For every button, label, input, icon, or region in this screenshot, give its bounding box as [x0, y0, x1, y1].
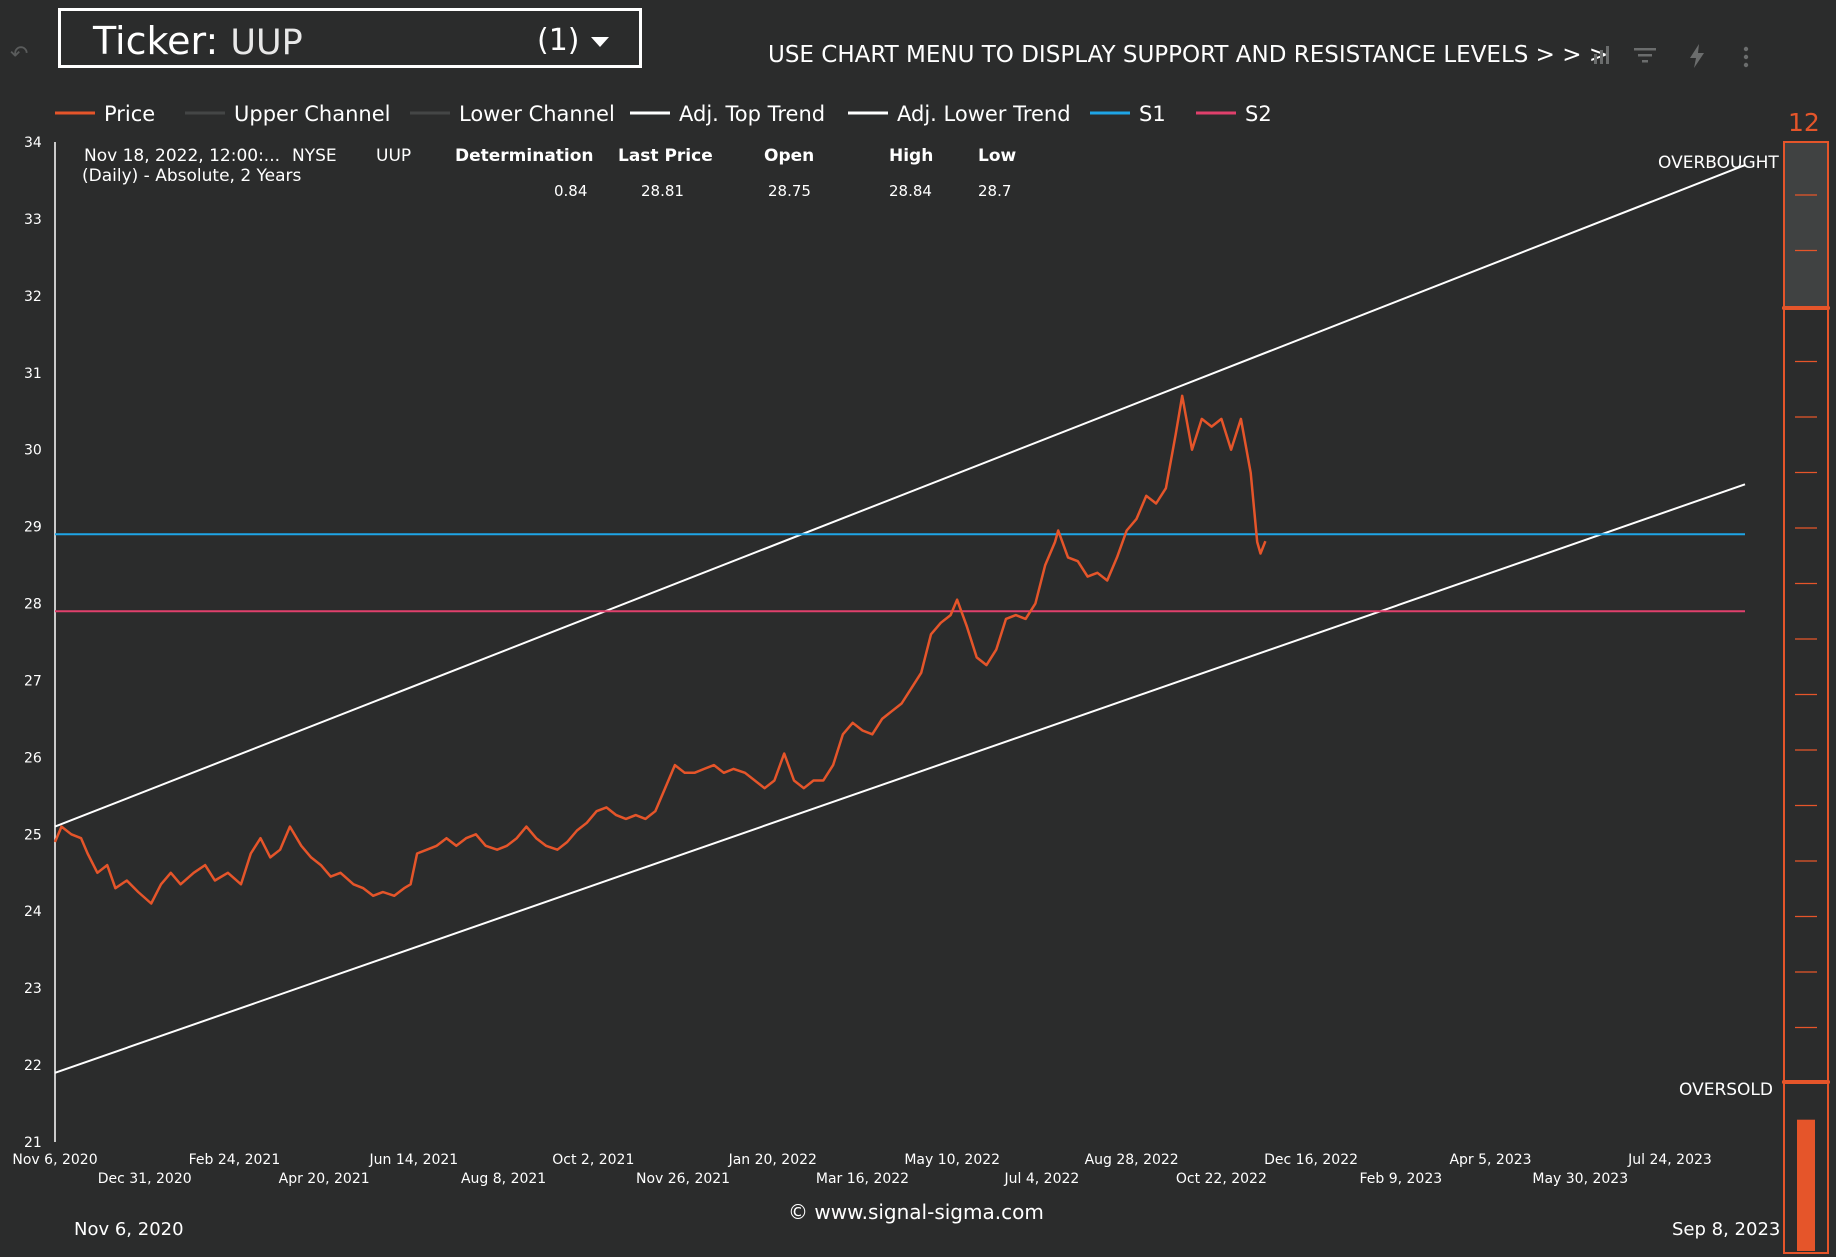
info-value-low: 28.7: [978, 182, 1012, 200]
info-header-open: Open: [764, 146, 815, 166]
filter-icon[interactable]: [1634, 46, 1656, 64]
series-adj-lower-trend: [54, 483, 1746, 1074]
range-end-date[interactable]: Sep 8, 2023: [1672, 1219, 1781, 1240]
x-tick-2021-08-08: Aug 8, 2021: [461, 1171, 546, 1187]
info-value-last-price: 28.81: [641, 182, 684, 200]
y-tick-22: 22: [24, 1058, 42, 1074]
x-tick-2021-04-20: Apr 20, 2021: [279, 1171, 370, 1187]
x-tick-2020-11-06: Nov 6, 2020: [12, 1152, 97, 1168]
info-value-determination: 0.84: [554, 182, 588, 200]
y-tick-23: 23: [24, 981, 42, 997]
lightning-icon[interactable]: [1688, 44, 1706, 68]
gauge-value: 12: [1788, 108, 1820, 137]
x-tick-2022-05-10: May 10, 2022: [904, 1152, 1000, 1168]
info-header-last-price: Last Price: [618, 146, 713, 166]
y-tick-24: 24: [24, 904, 42, 920]
info-header-high: High: [889, 146, 934, 166]
info-header-determination: Determination: [455, 146, 594, 166]
y-tick-34: 34: [24, 135, 42, 151]
y-tick-33: 33: [24, 212, 42, 228]
y-axis: 21 22 23 24 25 26 27 28 29 30 31 32 33 34: [24, 135, 56, 1151]
gauge-overbought-zone: [1783, 141, 1829, 308]
y-tick-21: 21: [24, 1135, 42, 1151]
legend-label-s2[interactable]: S2: [1245, 102, 1272, 126]
caret-down-icon[interactable]: [591, 37, 609, 47]
info-subtitle: (Daily) - Absolute, 2 Years: [82, 166, 302, 186]
copyright: © www.signal-sigma.com: [788, 1200, 1044, 1224]
y-tick-30: 30: [24, 443, 42, 459]
x-tick-2022-03-16: Mar 16, 2022: [816, 1171, 909, 1187]
x-tick-2023-07-24: Jul 24, 2023: [1627, 1152, 1712, 1168]
y-tick-27: 27: [24, 673, 42, 689]
oscillator-gauge: [1782, 141, 1830, 1254]
series-lines: [53, 164, 1746, 1074]
info-exchange: NYSE: [292, 146, 337, 166]
x-tick-2022-10-22: Oct 22, 2022: [1176, 1171, 1267, 1187]
info-symbol: UUP: [376, 146, 412, 166]
overbought-label: OVERBOUGHT: [1658, 153, 1779, 173]
y-tick-32: 32: [24, 289, 42, 305]
x-tick-2023-04-05: Apr 5, 2023: [1449, 1152, 1531, 1168]
gauge-fill: [1797, 1119, 1815, 1251]
undo-icon[interactable]: ↶: [10, 42, 29, 67]
ticker-selection-count: (1): [537, 23, 580, 58]
chart-legend: Price Upper Channel Lower Channel Adj. Top …: [55, 102, 1272, 126]
legend-label-lower-channel[interactable]: Lower Channel: [459, 102, 615, 126]
info-value-high: 28.84: [889, 182, 932, 200]
legend-label-price[interactable]: Price: [104, 102, 155, 126]
x-tick-2022-08-28: Aug 28, 2022: [1085, 1152, 1179, 1168]
x-tick-2021-11-26: Nov 26, 2021: [636, 1171, 730, 1187]
x-tick-2023-02-09: Feb 9, 2023: [1359, 1171, 1442, 1187]
info-value-open: 28.75: [768, 182, 811, 200]
info-header-low: Low: [978, 146, 1017, 166]
y-tick-28: 28: [24, 597, 42, 613]
more-vert-icon[interactable]: [1742, 46, 1750, 68]
chart-menu-banner: USE CHART MENU TO DISPLAY SUPPORT AND RE…: [768, 42, 1609, 68]
y-tick-29: 29: [24, 520, 42, 536]
y-tick-31: 31: [24, 366, 42, 382]
info-date: Nov 18, 2022, 12:00:...: [84, 146, 281, 166]
series-adj-top-trend: [54, 164, 1746, 828]
x-tick-2021-10-02: Oct 2, 2021: [552, 1152, 634, 1168]
x-tick-2022-12-16: Dec 16, 2022: [1264, 1152, 1358, 1168]
series-price: [53, 394, 1267, 905]
legend-label-adj-top-trend[interactable]: Adj. Top Trend: [679, 102, 825, 126]
ticker-value: UUP: [230, 23, 303, 63]
y-tick-25: 25: [24, 827, 42, 843]
legend-label-adj-lower-trend[interactable]: Adj. Lower Trend: [897, 102, 1071, 126]
legend-label-s1[interactable]: S1: [1139, 102, 1166, 126]
x-tick-2022-01-20: Jan 20, 2022: [728, 1152, 817, 1168]
x-tick-2023-05-30: May 30, 2023: [1532, 1171, 1628, 1187]
range-start-date[interactable]: Nov 6, 2020: [74, 1219, 184, 1240]
x-tick-2020-12-31: Dec 31, 2020: [98, 1171, 192, 1187]
x-tick-2021-06-14: Jun 14, 2021: [369, 1152, 459, 1168]
chart-menu-icon[interactable]: [1592, 44, 1614, 66]
oversold-label: OVERSOLD: [1679, 1080, 1773, 1100]
y-tick-26: 26: [24, 750, 42, 766]
x-tick-2021-02-24: Feb 24, 2021: [189, 1152, 281, 1168]
ticker-selector[interactable]: Ticker: UUP (1): [58, 8, 642, 68]
x-tick-2022-07-04: Jul 4, 2022: [1004, 1171, 1080, 1187]
ticker-label: Ticker: UUP: [93, 19, 303, 63]
legend-label-upper-channel[interactable]: Upper Channel: [234, 102, 390, 126]
